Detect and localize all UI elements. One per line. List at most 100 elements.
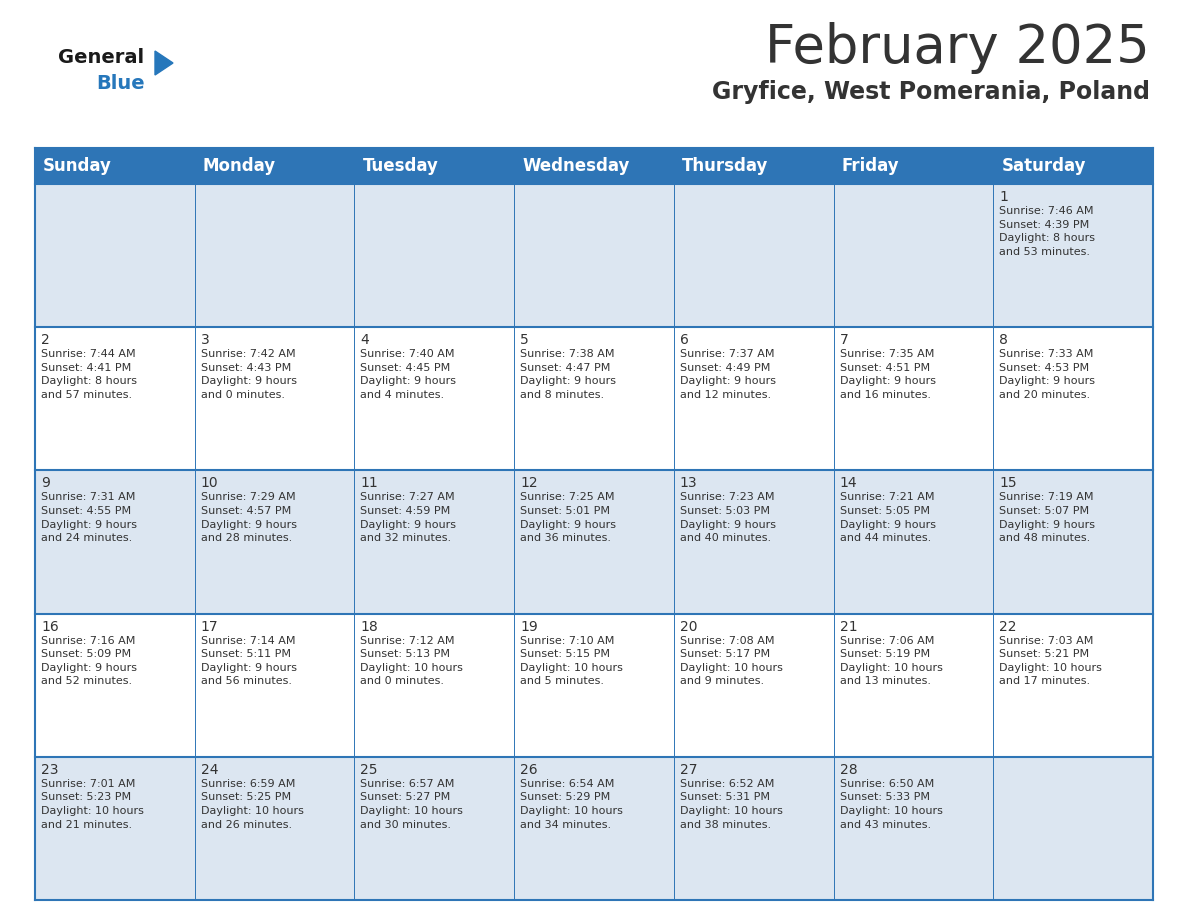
Text: Sunrise: 7:33 AM
Sunset: 4:53 PM
Daylight: 9 hours
and 20 minutes.: Sunrise: 7:33 AM Sunset: 4:53 PM Dayligh…	[999, 349, 1095, 400]
Text: 8: 8	[999, 333, 1009, 347]
Bar	[834, 184, 993, 327]
Bar	[195, 184, 354, 327]
Bar	[834, 613, 993, 756]
Text: 14: 14	[840, 476, 858, 490]
Text: Sunrise: 7:38 AM
Sunset: 4:47 PM
Daylight: 9 hours
and 8 minutes.: Sunrise: 7:38 AM Sunset: 4:47 PM Dayligh…	[520, 349, 617, 400]
Text: 15: 15	[999, 476, 1017, 490]
Text: Wednesday: Wednesday	[523, 157, 630, 175]
Text: Sunrise: 7:23 AM
Sunset: 5:03 PM
Daylight: 9 hours
and 40 minutes.: Sunrise: 7:23 AM Sunset: 5:03 PM Dayligh…	[680, 492, 776, 543]
Text: Sunrise: 7:42 AM
Sunset: 4:43 PM
Daylight: 9 hours
and 0 minutes.: Sunrise: 7:42 AM Sunset: 4:43 PM Dayligh…	[201, 349, 297, 400]
Bar	[354, 613, 514, 756]
Text: 22: 22	[999, 620, 1017, 633]
Text: 6: 6	[680, 333, 689, 347]
Bar	[354, 148, 514, 184]
Bar	[674, 327, 834, 470]
Bar	[993, 756, 1154, 900]
Bar	[514, 756, 674, 900]
Text: Sunrise: 7:19 AM
Sunset: 5:07 PM
Daylight: 9 hours
and 48 minutes.: Sunrise: 7:19 AM Sunset: 5:07 PM Dayligh…	[999, 492, 1095, 543]
Text: 24: 24	[201, 763, 219, 777]
Text: 16: 16	[42, 620, 58, 633]
Text: February 2025: February 2025	[765, 22, 1150, 74]
Text: Sunrise: 7:44 AM
Sunset: 4:41 PM
Daylight: 8 hours
and 57 minutes.: Sunrise: 7:44 AM Sunset: 4:41 PM Dayligh…	[42, 349, 137, 400]
Bar	[34, 327, 195, 470]
Text: Friday: Friday	[841, 157, 899, 175]
Text: Sunrise: 7:16 AM
Sunset: 5:09 PM
Daylight: 9 hours
and 52 minutes.: Sunrise: 7:16 AM Sunset: 5:09 PM Dayligh…	[42, 635, 137, 687]
Text: Sunrise: 7:12 AM
Sunset: 5:13 PM
Daylight: 10 hours
and 0 minutes.: Sunrise: 7:12 AM Sunset: 5:13 PM Dayligh…	[360, 635, 463, 687]
Text: 23: 23	[42, 763, 58, 777]
Text: 13: 13	[680, 476, 697, 490]
Bar	[674, 184, 834, 327]
Text: Sunrise: 7:06 AM
Sunset: 5:19 PM
Daylight: 10 hours
and 13 minutes.: Sunrise: 7:06 AM Sunset: 5:19 PM Dayligh…	[840, 635, 942, 687]
Text: Sunrise: 7:29 AM
Sunset: 4:57 PM
Daylight: 9 hours
and 28 minutes.: Sunrise: 7:29 AM Sunset: 4:57 PM Dayligh…	[201, 492, 297, 543]
Text: Tuesday: Tuesday	[362, 157, 438, 175]
Bar	[514, 327, 674, 470]
Text: Sunrise: 6:59 AM
Sunset: 5:25 PM
Daylight: 10 hours
and 26 minutes.: Sunrise: 6:59 AM Sunset: 5:25 PM Dayligh…	[201, 778, 304, 830]
Bar	[993, 470, 1154, 613]
Bar	[514, 148, 674, 184]
Text: 17: 17	[201, 620, 219, 633]
Text: 21: 21	[840, 620, 858, 633]
Bar	[354, 756, 514, 900]
Bar	[34, 756, 195, 900]
Text: 10: 10	[201, 476, 219, 490]
Bar	[514, 470, 674, 613]
Bar	[993, 148, 1154, 184]
Bar	[674, 470, 834, 613]
Text: 1: 1	[999, 190, 1009, 204]
Text: 19: 19	[520, 620, 538, 633]
Text: 27: 27	[680, 763, 697, 777]
Text: Sunrise: 7:46 AM
Sunset: 4:39 PM
Daylight: 8 hours
and 53 minutes.: Sunrise: 7:46 AM Sunset: 4:39 PM Dayligh…	[999, 206, 1095, 257]
Text: Thursday: Thursday	[682, 157, 769, 175]
Text: Sunrise: 7:03 AM
Sunset: 5:21 PM
Daylight: 10 hours
and 17 minutes.: Sunrise: 7:03 AM Sunset: 5:21 PM Dayligh…	[999, 635, 1102, 687]
Text: 9: 9	[42, 476, 50, 490]
Text: 5: 5	[520, 333, 529, 347]
Bar	[354, 184, 514, 327]
Bar	[834, 756, 993, 900]
Text: Sunrise: 7:40 AM
Sunset: 4:45 PM
Daylight: 9 hours
and 4 minutes.: Sunrise: 7:40 AM Sunset: 4:45 PM Dayligh…	[360, 349, 456, 400]
Text: Monday: Monday	[203, 157, 276, 175]
Bar	[514, 184, 674, 327]
Bar	[195, 470, 354, 613]
Text: Sunrise: 7:10 AM
Sunset: 5:15 PM
Daylight: 10 hours
and 5 minutes.: Sunrise: 7:10 AM Sunset: 5:15 PM Dayligh…	[520, 635, 623, 687]
Text: 26: 26	[520, 763, 538, 777]
Text: Sunrise: 6:50 AM
Sunset: 5:33 PM
Daylight: 10 hours
and 43 minutes.: Sunrise: 6:50 AM Sunset: 5:33 PM Dayligh…	[840, 778, 942, 830]
Text: Sunrise: 7:14 AM
Sunset: 5:11 PM
Daylight: 9 hours
and 56 minutes.: Sunrise: 7:14 AM Sunset: 5:11 PM Dayligh…	[201, 635, 297, 687]
Bar	[195, 756, 354, 900]
Text: 18: 18	[360, 620, 378, 633]
Text: Sunday: Sunday	[43, 157, 112, 175]
Text: Blue: Blue	[96, 74, 145, 93]
Polygon shape	[154, 51, 173, 75]
Text: Sunrise: 7:01 AM
Sunset: 5:23 PM
Daylight: 10 hours
and 21 minutes.: Sunrise: 7:01 AM Sunset: 5:23 PM Dayligh…	[42, 778, 144, 830]
Text: 4: 4	[360, 333, 369, 347]
Bar	[195, 613, 354, 756]
Bar	[674, 148, 834, 184]
Text: Sunrise: 7:25 AM
Sunset: 5:01 PM
Daylight: 9 hours
and 36 minutes.: Sunrise: 7:25 AM Sunset: 5:01 PM Dayligh…	[520, 492, 617, 543]
Text: Sunrise: 7:35 AM
Sunset: 4:51 PM
Daylight: 9 hours
and 16 minutes.: Sunrise: 7:35 AM Sunset: 4:51 PM Dayligh…	[840, 349, 936, 400]
Text: 2: 2	[42, 333, 50, 347]
Bar	[354, 470, 514, 613]
Text: 25: 25	[360, 763, 378, 777]
Bar	[34, 184, 195, 327]
Text: Sunrise: 7:08 AM
Sunset: 5:17 PM
Daylight: 10 hours
and 9 minutes.: Sunrise: 7:08 AM Sunset: 5:17 PM Dayligh…	[680, 635, 783, 687]
Bar	[354, 327, 514, 470]
Bar	[993, 613, 1154, 756]
Bar	[34, 470, 195, 613]
Bar	[674, 613, 834, 756]
Bar	[993, 184, 1154, 327]
Text: Saturday: Saturday	[1001, 157, 1086, 175]
Bar	[834, 470, 993, 613]
Text: Sunrise: 6:57 AM
Sunset: 5:27 PM
Daylight: 10 hours
and 30 minutes.: Sunrise: 6:57 AM Sunset: 5:27 PM Dayligh…	[360, 778, 463, 830]
Text: Sunrise: 7:21 AM
Sunset: 5:05 PM
Daylight: 9 hours
and 44 minutes.: Sunrise: 7:21 AM Sunset: 5:05 PM Dayligh…	[840, 492, 936, 543]
Text: 11: 11	[360, 476, 378, 490]
Text: Sunrise: 7:37 AM
Sunset: 4:49 PM
Daylight: 9 hours
and 12 minutes.: Sunrise: 7:37 AM Sunset: 4:49 PM Dayligh…	[680, 349, 776, 400]
Text: Sunrise: 7:27 AM
Sunset: 4:59 PM
Daylight: 9 hours
and 32 minutes.: Sunrise: 7:27 AM Sunset: 4:59 PM Dayligh…	[360, 492, 456, 543]
Text: Sunrise: 7:31 AM
Sunset: 4:55 PM
Daylight: 9 hours
and 24 minutes.: Sunrise: 7:31 AM Sunset: 4:55 PM Dayligh…	[42, 492, 137, 543]
Text: Sunrise: 6:52 AM
Sunset: 5:31 PM
Daylight: 10 hours
and 38 minutes.: Sunrise: 6:52 AM Sunset: 5:31 PM Dayligh…	[680, 778, 783, 830]
Text: 28: 28	[840, 763, 858, 777]
Text: Sunrise: 6:54 AM
Sunset: 5:29 PM
Daylight: 10 hours
and 34 minutes.: Sunrise: 6:54 AM Sunset: 5:29 PM Dayligh…	[520, 778, 623, 830]
Text: 3: 3	[201, 333, 209, 347]
Text: 12: 12	[520, 476, 538, 490]
Bar	[514, 613, 674, 756]
Bar	[834, 148, 993, 184]
Text: Gryfice, West Pomerania, Poland: Gryfice, West Pomerania, Poland	[712, 80, 1150, 104]
